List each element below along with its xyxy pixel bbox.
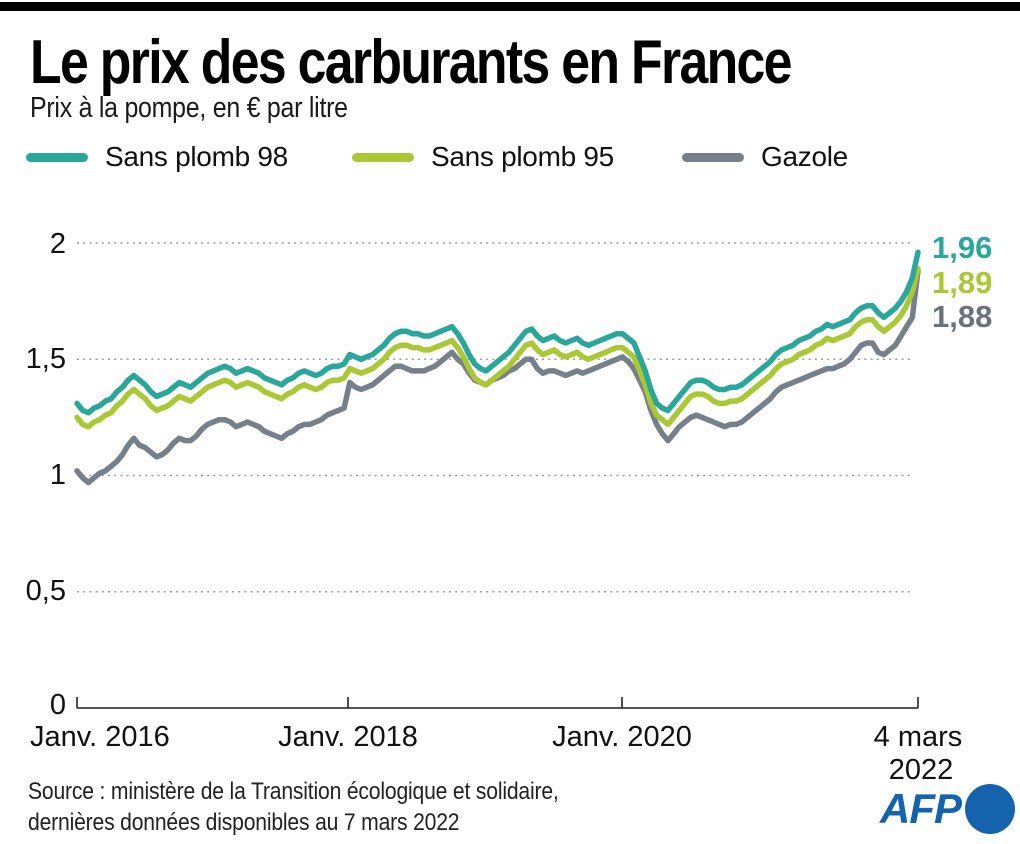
source-line-1: Source : ministère de la Transition écol… <box>28 778 559 805</box>
page-subtitle: Prix à la pompe, en € par litre <box>30 92 348 124</box>
legend-item-gazole: Gazole <box>682 141 848 172</box>
x-axis <box>76 697 919 709</box>
source-note: Source : ministère de la Transition écol… <box>28 776 559 838</box>
legend-swatch-teal-icon <box>26 152 88 162</box>
legend-label: Sans plomb 98 <box>105 141 288 172</box>
y-tick-2: 2 <box>50 228 66 260</box>
gridlines <box>77 242 910 593</box>
x-axis-tick-labels: Janv. 2016 Janv. 2018 Janv. 2020 4 mars … <box>30 721 962 786</box>
legend-item-sans-plomb-98: Sans plomb 98 <box>26 141 288 172</box>
end-value-sans-plomb-95: 1,89 <box>932 265 992 300</box>
end-value-labels: 1,96 1,89 1,88 <box>932 230 992 334</box>
series-lines <box>74 249 921 486</box>
legend-swatch-green-icon <box>352 152 414 162</box>
afp-logo: AFP <box>880 784 1015 834</box>
x-tick-janv-2016: Janv. 2016 <box>30 721 170 753</box>
legend-label: Sans plomb 95 <box>431 141 614 172</box>
end-value-sans-plomb-98: 1,96 <box>932 230 992 265</box>
legend-label: Gazole <box>761 141 848 172</box>
end-value-gazole: 1,88 <box>932 299 992 334</box>
page-title: Le prix des carburants en France <box>30 28 792 97</box>
source-line-2: dernières données disponibles au 7 mars … <box>28 809 460 836</box>
x-tick-janv-2020: Janv. 2020 <box>552 721 692 753</box>
afp-logo-circle-icon <box>965 784 1015 834</box>
y-tick-0: 0 <box>50 689 66 721</box>
top-black-bar <box>0 2 1020 11</box>
afp-logo-text: AFP <box>880 785 962 832</box>
x-tick-janv-2018: Janv. 2018 <box>278 721 418 753</box>
legend-item-sans-plomb-95: Sans plomb 95 <box>352 141 614 172</box>
y-tick-0-5: 0,5 <box>26 575 66 607</box>
legend-swatch-gray-icon <box>682 152 744 162</box>
x-tick-4-mars: 4 mars <box>874 721 963 753</box>
line-sans-plomb-98 <box>74 249 921 416</box>
y-axis-tick-labels: 2 1,5 1 0,5 0 <box>26 228 66 721</box>
y-tick-1: 1 <box>50 459 66 491</box>
line-sans-plomb-95 <box>74 265 921 430</box>
x-tick-2022: 2022 <box>889 754 954 786</box>
y-tick-1-5: 1,5 <box>26 343 66 375</box>
